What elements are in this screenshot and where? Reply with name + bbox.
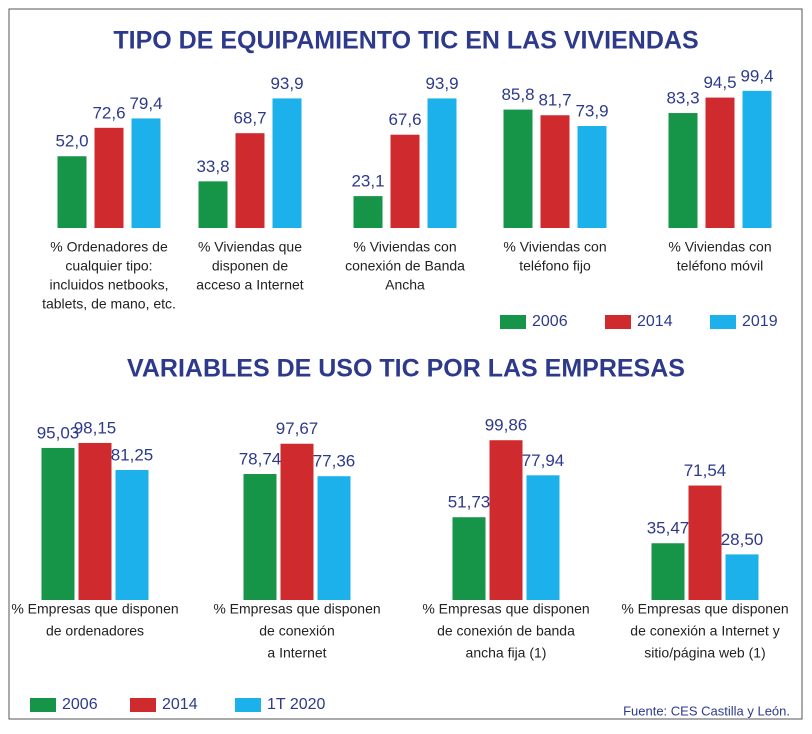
value-label: 79,4 xyxy=(129,94,162,113)
legend-label: 2014 xyxy=(637,313,673,330)
category-label: % Viviendas con xyxy=(353,239,456,255)
legend-swatch xyxy=(605,315,631,329)
value-label: 85,8 xyxy=(501,85,534,104)
bar xyxy=(540,115,570,228)
category-label: de ordenadores xyxy=(46,623,144,639)
value-label: 77,94 xyxy=(522,451,565,470)
category-label: a Internet xyxy=(267,645,326,661)
bar xyxy=(353,196,383,228)
bar xyxy=(115,470,149,600)
bar xyxy=(94,127,124,228)
category-label: de conexión de banda xyxy=(437,623,575,639)
value-label: 97,67 xyxy=(276,419,319,438)
legend-swatch xyxy=(130,698,156,712)
category-label: ancha fija (1) xyxy=(466,645,547,661)
value-label: 33,8 xyxy=(196,157,229,176)
category-label: % Empresas que disponen xyxy=(422,601,589,617)
legend-label: 2014 xyxy=(162,696,198,713)
category-label: % Viviendas con xyxy=(503,239,606,255)
value-label: 94,5 xyxy=(703,73,736,92)
bar xyxy=(390,134,420,228)
value-label: 71,54 xyxy=(684,461,727,480)
category-label: % Viviendas que xyxy=(198,239,302,255)
category-label: Ancha xyxy=(385,277,425,293)
value-label: 95,03 xyxy=(37,423,80,442)
bar xyxy=(503,109,533,228)
bar xyxy=(705,97,735,228)
value-label: 51,73 xyxy=(448,493,491,512)
category-label: % Viviendas con xyxy=(668,239,771,255)
value-label: 23,1 xyxy=(351,172,384,191)
bar xyxy=(78,442,112,600)
bar xyxy=(742,90,772,228)
category-label: teléfono móvil xyxy=(677,258,763,274)
bar xyxy=(526,475,560,600)
category-label: sitio/página web (1) xyxy=(644,645,765,661)
bar xyxy=(668,113,698,228)
bar xyxy=(489,440,523,600)
bar xyxy=(235,133,265,228)
category-label: % Ordenadores de xyxy=(50,239,168,255)
bar xyxy=(280,443,314,600)
source: Fuente: CES Castilla y León. xyxy=(623,703,790,718)
bar xyxy=(272,98,302,228)
category-label: de conexión a Internet y xyxy=(630,623,779,639)
category-label: tablets, de mano, etc. xyxy=(42,296,176,312)
value-label: 98,15 xyxy=(74,418,117,437)
legend-label: 1T 2020 xyxy=(267,696,326,713)
chart-title: VARIABLES DE USO TIC POR LAS EMPRESAS xyxy=(127,355,685,383)
category-label: conexión de Banda xyxy=(345,258,465,274)
legend-label: 2006 xyxy=(532,313,568,330)
value-label: 99,86 xyxy=(485,416,528,435)
value-label: 81,7 xyxy=(538,91,571,110)
category-label: teléfono fijo xyxy=(519,258,591,274)
bar xyxy=(688,485,722,600)
category-label: % Empresas que disponen xyxy=(11,601,178,617)
bar xyxy=(41,447,75,600)
value-label: 78,74 xyxy=(239,450,282,469)
bar xyxy=(452,517,486,600)
value-label: 83,3 xyxy=(666,89,699,108)
category-label: disponen de xyxy=(212,258,289,274)
legend-label: 2019 xyxy=(742,313,778,330)
category-label: cualquier tipo: xyxy=(65,258,152,274)
value-label: 52,0 xyxy=(55,132,88,151)
value-label: 93,9 xyxy=(270,74,303,93)
value-label: 68,7 xyxy=(233,109,266,128)
value-label: 99,4 xyxy=(740,66,773,85)
bar xyxy=(198,181,228,228)
value-label: 35,47 xyxy=(647,519,690,538)
chart-title: TIPO DE EQUIPAMIENTO TIC EN LAS VIVIENDA… xyxy=(113,27,698,55)
value-label: 77,36 xyxy=(313,452,356,471)
bar xyxy=(725,554,759,600)
category-label: acceso a Internet xyxy=(196,277,304,293)
value-label: 73,9 xyxy=(575,102,608,121)
value-label: 72,6 xyxy=(92,103,125,122)
legend-swatch xyxy=(710,315,736,329)
value-label: 28,50 xyxy=(721,530,764,549)
value-label: 93,9 xyxy=(425,74,458,93)
value-label: 67,6 xyxy=(388,110,421,129)
legend-swatch xyxy=(500,315,526,329)
category-label: incluidos netbooks, xyxy=(49,277,168,293)
bar xyxy=(57,156,87,228)
bar xyxy=(577,126,607,228)
legend-label: 2006 xyxy=(62,696,98,713)
category-label: % Empresas que disponen xyxy=(621,601,788,617)
bar xyxy=(317,476,351,600)
bar xyxy=(243,474,277,600)
legend-swatch xyxy=(235,698,261,712)
value-label: 81,25 xyxy=(111,445,154,464)
category-label: % Empresas que disponen xyxy=(213,601,380,617)
bar xyxy=(651,543,685,600)
bar xyxy=(131,118,161,228)
legend-swatch xyxy=(30,698,56,712)
category-label: de conexión xyxy=(259,623,335,639)
bar xyxy=(427,98,457,228)
